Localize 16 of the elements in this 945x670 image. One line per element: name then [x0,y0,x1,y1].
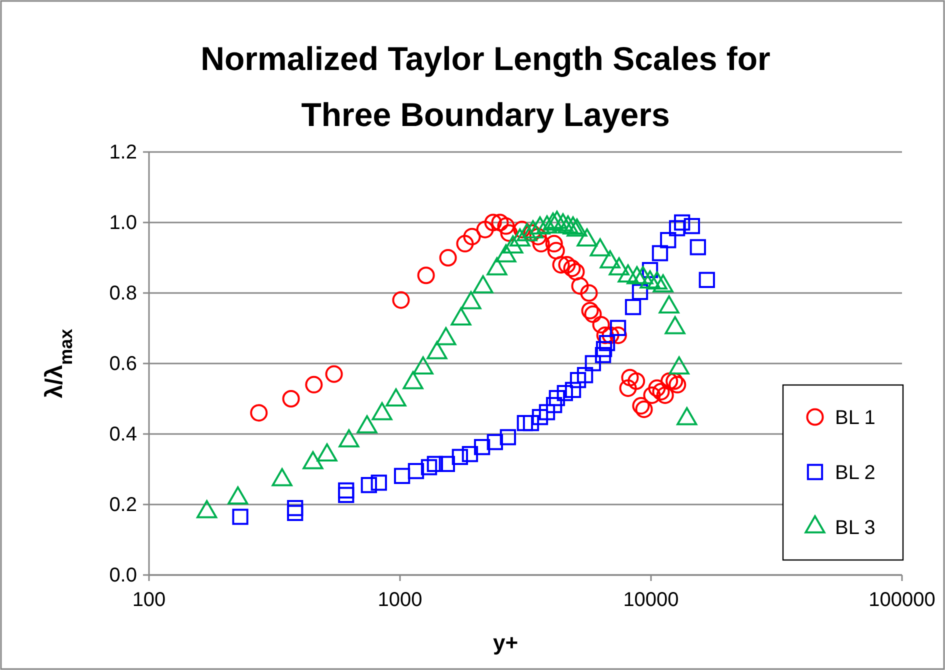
legend-label: BL 3 [835,517,876,539]
x-tick-label: 1000 [378,589,422,611]
legend-label: BL 1 [835,407,876,429]
legend-label: BL 2 [835,462,876,484]
x-tick-label: 100 [132,589,166,611]
x-tick-label: 10000 [623,589,679,611]
y-tick-label: 0.6 [109,352,137,375]
y-tick-label: 1.0 [109,212,137,234]
x-axis-title: y+ [492,630,518,655]
y-tick-label: 0.8 [109,282,137,304]
y-tick-label: 1.2 [109,141,137,164]
y-tick-label: 0.2 [109,494,137,516]
y-tick-label: 0.0 [109,564,137,586]
chart-title: Normalized Taylor Length Scales for Three Boundary Layers [200,40,770,133]
y-tick-label: 0.4 [109,423,137,446]
x-tick-label: 100000 [868,589,936,611]
